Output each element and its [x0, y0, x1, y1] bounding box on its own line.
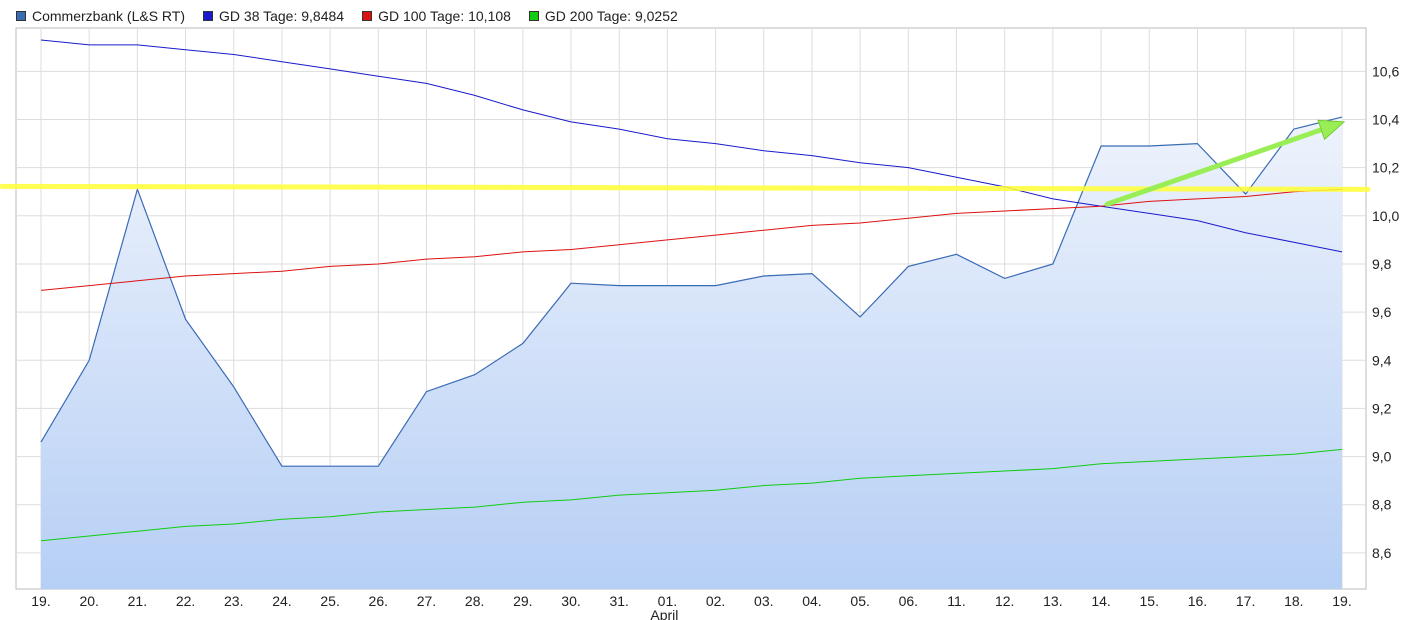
y-tick-label: 10,6: [1372, 63, 1399, 79]
series-lines-layer: [40, 39, 1343, 542]
yellow-support-line: [0, 183, 1371, 192]
x-tick-label: 21.: [128, 593, 147, 609]
series-line-gd38: [40, 39, 1343, 253]
x-tick-label: 19.: [1332, 593, 1351, 609]
x-tick-label: 20.: [79, 593, 98, 609]
legend-label-gd200: GD 200 Tage: 9,0252: [544, 8, 678, 24]
legend-swatch-gd100: [362, 11, 373, 21]
x-tick-label: 16.: [1188, 593, 1207, 609]
series-line-commerzbank: [40, 116, 1343, 467]
legend-swatch-commerzbank: [16, 11, 26, 21]
series-area-fill: [41, 117, 1342, 589]
x-tick-label: 30.: [561, 593, 580, 609]
legend-item-gd38: GD 38 Tage: 9,8484: [203, 8, 344, 24]
chart-legend: Commerzbank (L&S RT) GD 38 Tage: 9,8484 …: [16, 7, 696, 25]
x-tick-label: 28.: [465, 593, 484, 609]
y-tick-label: 9,2: [1372, 400, 1392, 416]
legend-label-commerzbank: Commerzbank (L&S RT): [32, 8, 186, 24]
x-tick-label: 23.: [224, 593, 243, 609]
y-tick-label: 10,2: [1372, 160, 1399, 176]
green-trend-arrow-head: [1317, 119, 1346, 141]
x-tick-label: 27.: [417, 593, 436, 609]
y-tick-label: 9,6: [1372, 304, 1392, 320]
x-tick-label: 29.: [513, 593, 532, 609]
x-tick-label: 03.: [754, 593, 773, 609]
x-tick-label: 02.: [706, 593, 725, 609]
y-tick-label: 8,6: [1372, 545, 1392, 561]
x-tick-label: 18.: [1284, 593, 1303, 609]
x-tick-label: 01.: [658, 593, 677, 609]
x-tick-label: 04.: [802, 593, 821, 609]
x-tick-label: 22.: [176, 593, 195, 609]
y-axis: 8,6 8,8 9,0 9,2 9,4 9,6 9,8 10,0 10,2 10,4 10,6: [1372, 63, 1399, 561]
x-axis: 19. 20. 21. 22. 23. 24. 25. 26. 27. 28. 29. 30. 31. 0…: [31, 593, 1351, 620]
legend-item-gd200: GD 200 Tage: 9,0252: [528, 8, 678, 24]
y-tick-label: 9,8: [1372, 256, 1392, 272]
legend-label-gd100: GD 100 Tage: 10,108: [378, 8, 511, 24]
legend-swatch-gd200: [528, 11, 539, 21]
y-tick-label: 10,4: [1372, 111, 1399, 127]
x-tick-label: 06.: [899, 593, 918, 609]
series-line-gd200: [40, 448, 1343, 542]
y-tick-label: 9,0: [1372, 449, 1392, 465]
x-tick-label: 15.: [1140, 593, 1159, 609]
x-tick-label: 17.: [1236, 593, 1255, 609]
x-tick-label: 13.: [1043, 593, 1062, 609]
x-tick-label: 11.: [947, 593, 965, 609]
x-tick-label: 25.: [320, 593, 339, 609]
series-line-gd100: [40, 188, 1343, 291]
x-tick-label: 12.: [995, 593, 1014, 609]
y-tick-label: 10,0: [1372, 208, 1399, 224]
legend-item-gd100: GD 100 Tage: 10,108: [362, 8, 511, 24]
x-tick-label: 24.: [272, 593, 291, 609]
x-tick-label: 19.: [31, 593, 50, 609]
x-tick-label: 31.: [609, 593, 628, 609]
legend-item-commerzbank: Commerzbank (L&S RT): [16, 8, 185, 24]
y-tick-label: 8,8: [1372, 497, 1392, 513]
x-tick-label: 05.: [850, 593, 869, 609]
legend-label-gd38: GD 38 Tage: 9,8484: [219, 8, 345, 24]
x-tick-label: 14.: [1091, 593, 1110, 609]
y-tick-label: 9,4: [1372, 352, 1392, 368]
annotation-layer: [0, 119, 1371, 207]
price-area-layer: [40, 116, 1343, 589]
x-tick-label: 26.: [369, 593, 388, 609]
green-trend-arrow-shaft: [1104, 127, 1324, 207]
legend-swatch-gd38: [203, 11, 214, 21]
x-month-label: April: [650, 607, 678, 620]
